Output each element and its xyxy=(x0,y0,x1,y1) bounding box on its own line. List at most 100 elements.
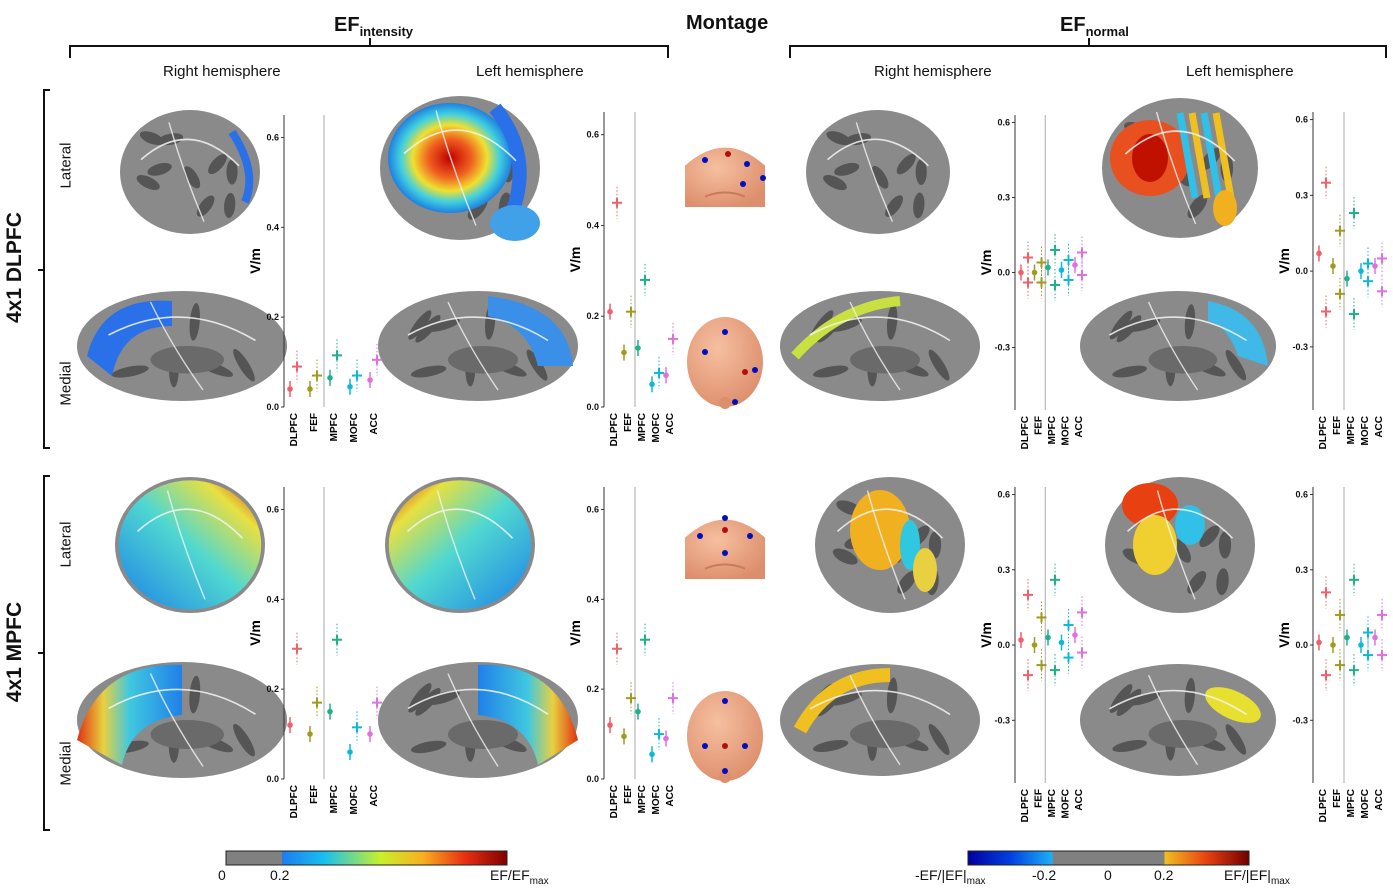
ef-intensity-header: EFintensity xyxy=(334,14,414,39)
ef-normal-header: EFnormal xyxy=(1060,14,1129,39)
y-tick-label: 0.6 xyxy=(997,118,1010,128)
median-point xyxy=(287,722,293,728)
y-tick-label: 0.3 xyxy=(997,193,1010,203)
median-point xyxy=(663,735,669,742)
y-tick-label: 0.6 xyxy=(586,504,599,514)
y-tick-label: 0.0 xyxy=(997,640,1010,650)
chart-panel: -0.3 0.0 0.3 0.6 V/m DLPFC FEF MPFC MOFC ACC xyxy=(1276,487,1387,822)
x-tick-label: FEF xyxy=(1332,789,1343,808)
view-label-medial-1: Medial xyxy=(57,361,75,406)
median-point xyxy=(367,731,373,737)
y-axis-label: V/m xyxy=(567,620,583,646)
brain-dlpfc-int-right-lateral xyxy=(120,110,260,234)
x-tick-label: FEF xyxy=(309,413,320,432)
x-tick-label: DLPFC xyxy=(1318,789,1329,822)
x-tick-label: MOFC xyxy=(1360,416,1371,445)
chart-panel: 0.0 0.2 0.4 0.6 V/m DLPFC FEF MPFC MOFC ACC xyxy=(247,115,382,446)
median-point xyxy=(367,377,373,383)
x-tick-label: ACC xyxy=(1074,416,1085,438)
x-tick-label: MPFC xyxy=(329,413,340,441)
y-tick-label: 0.0 xyxy=(997,268,1010,278)
median-point xyxy=(327,375,333,381)
x-tick-label: MPFC xyxy=(1047,789,1058,817)
x-tick-label: ACC xyxy=(1374,416,1385,438)
y-tick-label: 0.0 xyxy=(1295,640,1308,650)
x-tick-label: MOFC xyxy=(651,785,662,814)
median-point xyxy=(1358,268,1364,274)
median-point xyxy=(1072,632,1078,638)
y-tick-label: 0.4 xyxy=(586,594,599,604)
y-tick-label: 0.0 xyxy=(586,402,599,412)
median-point xyxy=(307,386,313,392)
y-tick-label: 0.2 xyxy=(266,312,279,322)
median-point xyxy=(607,722,613,728)
y-tick-label: 0.4 xyxy=(266,222,279,232)
colorbar-left-tick-0: 0 xyxy=(218,867,226,883)
y-tick-label: 0.2 xyxy=(586,684,599,694)
median-point xyxy=(607,308,613,315)
x-tick-label: MOFC xyxy=(349,413,360,442)
brain-dlpfc-norm-left-medial xyxy=(1080,291,1276,401)
median-point xyxy=(649,751,655,758)
median-point xyxy=(621,733,627,740)
montage-heads xyxy=(685,147,766,783)
median-point xyxy=(1344,275,1350,282)
median-point xyxy=(1330,642,1336,648)
y-tick-label: 0.0 xyxy=(266,774,279,784)
x-tick-label: MPFC xyxy=(637,785,648,813)
x-tick-label: DLPFC xyxy=(1318,416,1329,449)
median-point xyxy=(621,349,627,356)
colorbar-intensity xyxy=(225,850,508,866)
y-tick-label: 0.2 xyxy=(266,684,279,694)
y-axis-label: V/m xyxy=(978,250,994,276)
y-axis-label: V/m xyxy=(1276,622,1292,648)
brain-dlpfc-int-right-medial xyxy=(77,291,287,401)
hemisphere-label-normal-left: Left hemisphere xyxy=(1186,63,1294,80)
x-tick-label: DLPFC xyxy=(1020,416,1031,449)
y-tick-label: 0.2 xyxy=(586,311,599,321)
median-point xyxy=(1031,269,1038,276)
row-label-mpfc: 4x1 MPFC xyxy=(3,601,26,703)
y-tick-label: 0.6 xyxy=(586,130,599,140)
x-tick-label: MPFC xyxy=(1346,789,1357,817)
colorbar-right-neg-unit: -EF/|EF|max xyxy=(915,867,986,887)
brain-mpfc-norm-left-medial xyxy=(1080,664,1276,776)
x-tick-label: FEF xyxy=(623,413,634,432)
x-tick-label: FEF xyxy=(623,785,634,804)
brain-surfaces xyxy=(77,96,1276,778)
brain-mpfc-int-left-medial xyxy=(378,662,578,778)
x-tick-label: DLPFC xyxy=(289,785,300,818)
x-tick-label: FEF xyxy=(1332,416,1343,435)
x-tick-label: FEF xyxy=(1034,416,1045,435)
x-tick-label: FEF xyxy=(1034,789,1045,808)
y-axis-label: V/m xyxy=(247,620,263,646)
brain-dlpfc-int-left-medial xyxy=(378,291,578,401)
y-tick-label: 0.4 xyxy=(586,220,599,230)
brain-dlpfc-norm-right-lateral xyxy=(806,110,950,234)
row-brackets xyxy=(38,89,50,831)
colorbar-right-tick-neg02: -0.2 xyxy=(1032,867,1057,883)
y-tick-label: 0.3 xyxy=(1295,190,1308,200)
x-tick-label: ACC xyxy=(1374,789,1385,811)
chart-panel: -0.3 0.0 0.3 0.6 V/m DLPFC FEF MPFC MOFC ACC xyxy=(978,115,1087,449)
y-tick-label: 0.3 xyxy=(1295,565,1308,575)
colorbar-left-tick-02: 0.2 xyxy=(270,867,290,883)
y-tick-label: -0.3 xyxy=(1292,715,1308,725)
head-mpfc-front xyxy=(685,515,765,579)
x-tick-label: MOFC xyxy=(1061,416,1072,445)
x-tick-label: DLPFC xyxy=(609,413,620,446)
x-tick-label: DLPFC xyxy=(1020,789,1031,822)
y-axis-label: V/m xyxy=(1276,248,1292,274)
median-point xyxy=(347,383,353,390)
colorbar-left-unit: EF/EFmax xyxy=(490,867,549,887)
colorbar-normal xyxy=(967,850,1250,866)
x-tick-label: DLPFC xyxy=(609,785,620,818)
median-point xyxy=(635,708,641,715)
x-tick-label: DLPFC xyxy=(289,413,300,446)
hemisphere-label-intensity-left: Left hemisphere xyxy=(476,63,584,80)
y-tick-label: 0.6 xyxy=(1295,115,1308,125)
y-tick-label: 0.0 xyxy=(586,774,599,784)
y-axis-label: V/m xyxy=(247,248,263,274)
